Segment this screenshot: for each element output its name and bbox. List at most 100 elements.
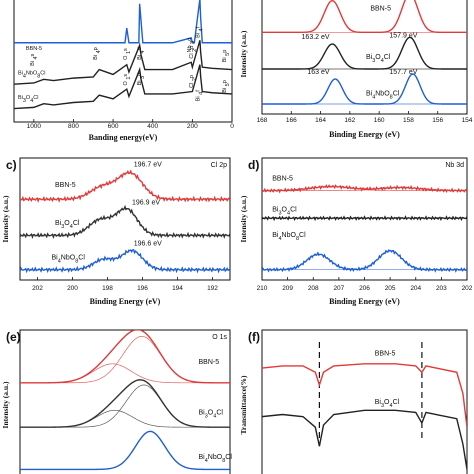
series-line [20,379,230,428]
panel-b: 168 166 164 162 160 158 156 154 BBN-5 163.2 eV 157… [239,0,473,139]
x-tick-label: 1000 [27,123,42,130]
series-line [262,215,467,222]
fit-component [20,431,230,470]
annotation-label: BBN-5 [375,350,396,357]
panel-e: BBN-5 Bi3O4Cl Bi4NbO8Cl (e) O 1s Intensity (a… [1,329,233,474]
x-tick-label: 166 [286,117,297,124]
annotation-label: 196.6 eV [134,241,162,248]
series-line [14,0,232,44]
annotation-label: BBN-5 [370,6,391,13]
x-tick-label: 208 [308,285,319,292]
series-label: Bi3O4Cl [199,410,224,420]
series-line [20,204,230,239]
x-axis-title: Binding Energy (eV) [329,130,400,139]
annotation-label: BBN-5 [272,175,293,182]
x-axis-title: Binding Energy (eV) [329,297,400,306]
series-line [20,430,230,471]
x-tick-label: 209 [282,285,293,292]
y-axis-title: Intensity (a.u.) [239,30,248,77]
x-tick-label: 156 [432,117,443,124]
x-tick-label: 160 [374,117,385,124]
x-tick-label: 0 [230,123,234,130]
panel-d: 210 209 208 207 206 205 204 203 202 BBN-5 Bi3O4Cl B… [239,157,473,306]
series-label: Bi3O4Cl [375,399,400,409]
x-tick-label: 400 [147,123,158,130]
annotation-label: BBN-5 [55,182,76,189]
x-tick-label: 202 [462,285,473,292]
corner-label: Cl 2p [211,162,227,169]
x-tick-label: 210 [257,285,268,292]
series-line [262,363,467,428]
x-tick-label: 207 [333,285,344,292]
annotation-label: BBN-5 [199,359,220,366]
fit-component [262,78,467,105]
fit-component [262,0,467,33]
annotation-label: 157.7 eV [389,69,417,76]
y-axis-title: Intensity (a.u.) [239,195,248,242]
y-axis-title: Intensity (a.u.) [1,195,10,242]
series-line [262,184,467,194]
fit-component [262,43,467,70]
series-line [20,330,230,384]
series-label: Bi3O4Cl [55,220,80,230]
x-tick-label: 202 [32,285,43,292]
series-line [14,64,232,110]
x-tick-label: 198 [102,285,113,292]
fit-component [262,250,467,271]
panel-frame [19,329,231,474]
annotation-label: 163 eV [307,69,330,76]
x-tick-label: 196 [137,285,148,292]
panel-frame [13,0,233,123]
panel-label: c) [6,158,17,172]
y-axis-title: Intensity (a.u.) [1,381,10,428]
series-label: Bi3O4Cl [366,54,391,64]
series-label: Bi 4s [30,53,39,65]
x-tick-label: 164 [315,117,326,124]
fit-component [262,0,467,33]
series-line [14,40,232,85]
series-line [262,73,467,105]
annotation-label: 196.7 eV [134,162,162,169]
x-tick-label: 162 [344,117,355,124]
series-label: Bi 3d [137,73,146,86]
series-label: Bi4NbO8Cl [52,254,86,264]
series-label: Cl 2p [189,46,198,59]
series-label: Bi4NbO8Cl [18,70,46,79]
fit-component [262,36,467,70]
series-line [262,0,467,34]
fit-component [262,73,467,105]
x-tick-label: 200 [187,123,198,130]
panel-frame [19,157,231,281]
annotation-label: 163.2 eV [302,34,330,41]
annotation-label: 196.9 eV [132,199,160,206]
series-label: Bi4NbO8Cl [199,454,233,464]
series-line [262,409,467,470]
series-label: Bi 5p [222,50,231,63]
series-label: Nb 3d [187,38,196,53]
series-label: O 1s [123,74,132,86]
x-tick-label: 194 [172,285,183,292]
series-label: Bi3O4Cl [272,206,297,216]
x-tick-label: 203 [436,285,447,292]
x-tick-label: 200 [67,285,78,292]
series-label: Bi4NbO8Cl [366,91,400,101]
panel-label: (f) [248,330,260,344]
panel-label: (e) [6,330,21,344]
fit-component [20,384,230,428]
corner-label: O 1s [212,334,227,341]
series-label: Bi 4p [93,47,102,60]
x-tick-label: 168 [257,117,268,124]
annotation-label: BBN-5 [26,46,42,52]
series-label: Bi 4f [196,26,205,37]
panel-c: 202 200 198 196 194 192 196.7 eV BBN-5 196.9 eV B… [1,157,231,306]
series-line [262,249,467,273]
x-tick-label: 205 [385,285,396,292]
panel-f: BBN-5 Bi3O4Cl (f) Transmittance(%) [239,329,468,474]
x-axis-title: Banding energy(eV) [89,133,158,142]
x-tick-label: 800 [68,123,79,130]
series-line [262,36,467,70]
series-label: O 1s [123,48,132,60]
series-label: Bi 4d [137,47,146,60]
series-line [20,169,230,203]
